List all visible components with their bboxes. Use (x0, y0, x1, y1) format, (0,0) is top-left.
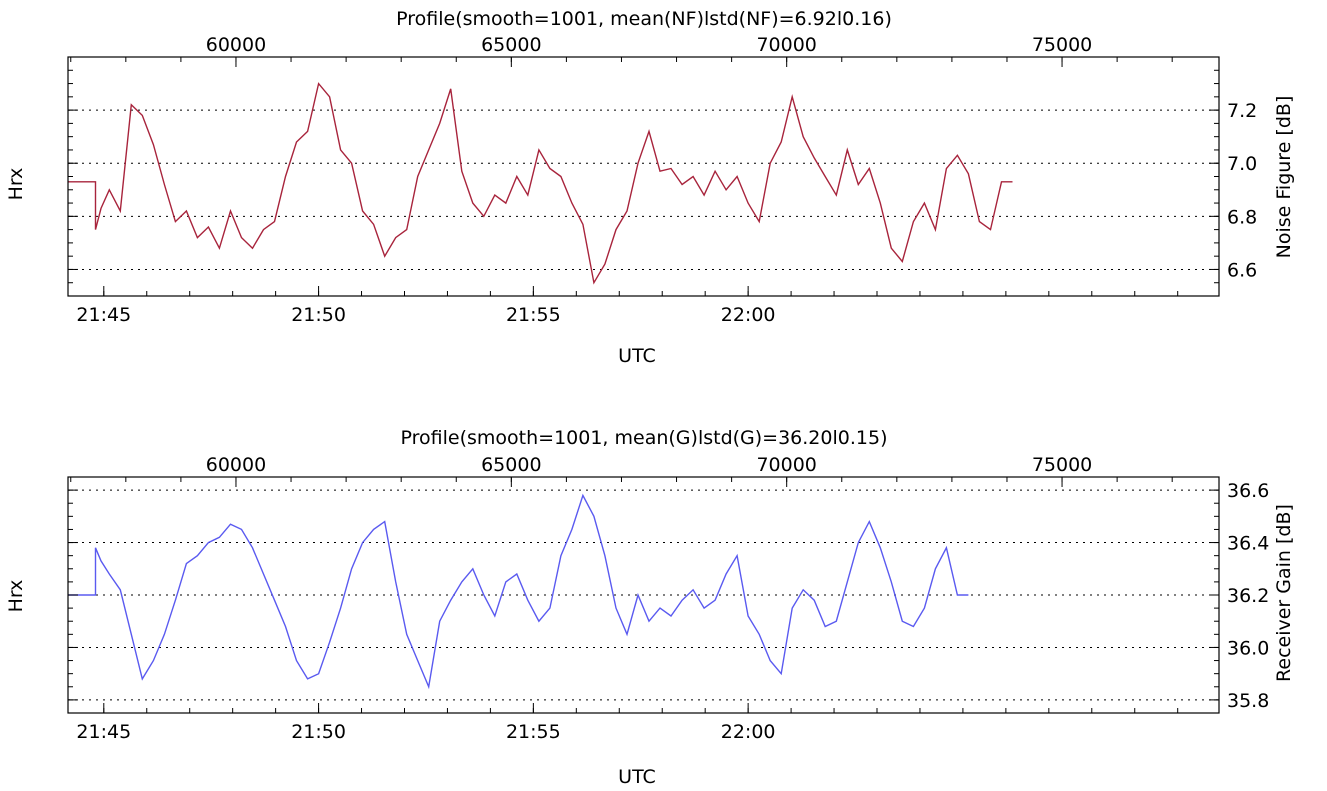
x-tick-label: 75000 (1032, 34, 1092, 56)
y-tick-label: 7.2 (1227, 100, 1257, 122)
y-axis-label: Receiver Gain [dB] (1273, 504, 1295, 682)
x-tick-label: 22:00 (721, 721, 776, 743)
x-tick-label: 22:00 (721, 304, 776, 326)
x-ticks-top: 60000 65000 70000 75000 (70, 34, 1173, 67)
x-axis-label: UTC (618, 345, 656, 367)
x-ticks-top: 60000 65000 70000 75000 (70, 454, 1173, 487)
x-tick-label: 21:55 (506, 304, 561, 326)
x-tick-label: 65000 (481, 454, 541, 476)
panel-receiver-gain: Profile(smooth=1001, mean(G)lstd(G)=36.2… (5, 427, 1295, 788)
left-axis-label: Hrx (5, 580, 27, 613)
x-tick-label: 21:50 (291, 721, 346, 743)
x-tick-label: 60000 (206, 454, 266, 476)
left-axis-label: Hrx (5, 168, 27, 201)
grid-lines (68, 109, 1219, 270)
y-tick-label: 36.2 (1227, 585, 1269, 607)
x-tick-label: 21:45 (76, 304, 131, 326)
receiver-gain-series (68, 493, 969, 690)
plot-frame (67, 56, 1220, 297)
y-tick-label: 35.8 (1227, 690, 1269, 712)
grid-lines (68, 489, 1219, 701)
chart-title: Profile(smooth=1001, mean(G)lstd(G)=36.2… (401, 427, 888, 449)
y-axis-label: Noise Figure [dB] (1273, 96, 1295, 259)
panel-noise-figure: Profile(smooth=1001, mean(NF)lstd(NF)=6.… (5, 8, 1295, 367)
x-ticks-bottom: 21:45 21:50 21:55 22:00 (76, 286, 1179, 326)
y-ticks: 6.6 6.8 7.0 7.2 (68, 56, 1257, 297)
x-tick-label: 21:50 (291, 304, 346, 326)
x-tick-label: 65000 (481, 34, 541, 56)
y-ticks: 35.8 36.0 36.2 36.4 36.6 (68, 476, 1269, 714)
y-tick-label: 36.6 (1227, 480, 1269, 502)
x-tick-label: 70000 (756, 34, 816, 56)
x-tick-label: 21:55 (506, 721, 561, 743)
y-tick-label: 7.0 (1227, 153, 1257, 175)
y-tick-label: 6.8 (1227, 206, 1257, 228)
chart-title: Profile(smooth=1001, mean(NF)lstd(NF)=6.… (396, 8, 892, 30)
x-ticks-bottom: 21:45 21:50 21:55 22:00 (76, 703, 1179, 743)
y-tick-label: 36.0 (1227, 637, 1269, 659)
x-tick-label: 60000 (206, 34, 266, 56)
x-tick-label: 70000 (756, 454, 816, 476)
y-tick-label: 36.4 (1227, 533, 1269, 555)
x-tick-label: 21:45 (76, 721, 131, 743)
x-axis-label: UTC (618, 766, 656, 788)
y-tick-label: 6.6 (1227, 259, 1257, 281)
noise-figure-series (68, 82, 1013, 285)
x-tick-label: 75000 (1032, 454, 1092, 476)
